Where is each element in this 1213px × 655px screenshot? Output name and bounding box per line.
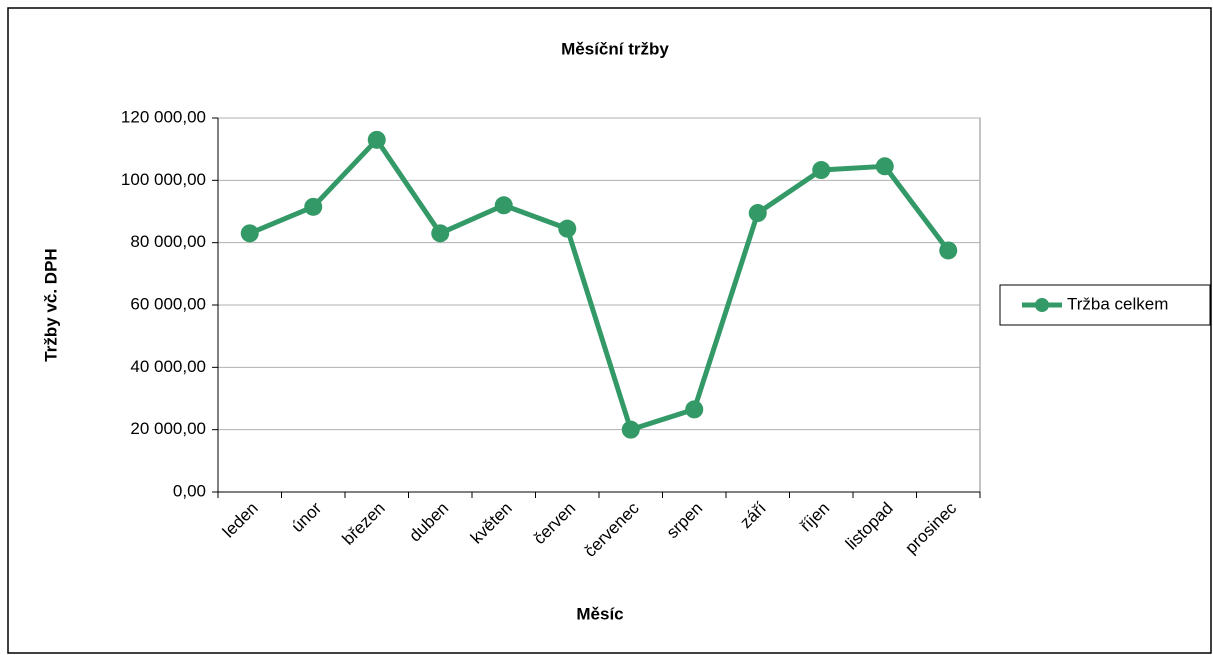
line-series xyxy=(248,137,951,433)
y-tick-label: 0,00 xyxy=(173,481,206,500)
y-tick-label: 60 000,00 xyxy=(130,294,206,313)
legend-label: Tržba celkem xyxy=(1067,294,1168,313)
y-axis-title: Tržby vč. DPH xyxy=(41,248,60,361)
y-tick-label: 40 000,00 xyxy=(130,357,206,376)
y-tick-label: 20 000,00 xyxy=(130,419,206,438)
data-point xyxy=(367,130,386,149)
legend-marker xyxy=(1035,298,1049,312)
y-tick-label: 80 000,00 xyxy=(130,232,206,251)
data-point xyxy=(240,224,259,243)
data-point xyxy=(494,196,513,215)
data-point xyxy=(621,420,640,439)
data-point xyxy=(558,219,577,238)
data-point xyxy=(939,241,958,260)
x-axis-title: Měsíc xyxy=(576,604,623,623)
data-point xyxy=(685,400,704,419)
data-point xyxy=(748,204,767,223)
data-point xyxy=(304,197,323,216)
chart-title: Měsíční tržby xyxy=(561,39,669,58)
data-point xyxy=(431,224,450,243)
y-tick-label: 120 000,00 xyxy=(121,107,206,126)
data-point xyxy=(812,161,831,180)
data-point xyxy=(875,157,894,176)
y-tick-label: 100 000,00 xyxy=(121,170,206,189)
